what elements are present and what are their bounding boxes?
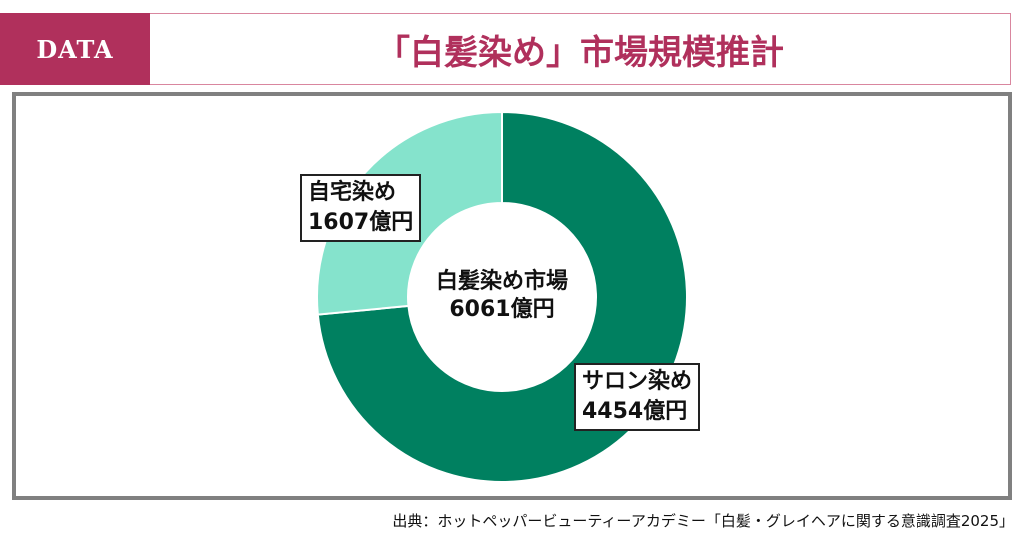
center-label: 白髪染め市場 6061億円 [412, 268, 592, 324]
source-note: 出典：ホットペッパービューティーアカデミー「白髪・グレイヘアに関する意識調査20… [392, 512, 1014, 530]
slice-value: 1607億円 [308, 210, 414, 235]
slice-value: 4454億円 [582, 399, 688, 424]
center-label-value: 6061億円 [449, 297, 555, 322]
page-title: 「白髪染め」市場規模推計 [150, 13, 1011, 85]
slice-name: 自宅染め [308, 180, 397, 205]
label-salon-dye: サロン染め 4454億円 [574, 363, 701, 431]
data-tag: DATA [0, 13, 150, 85]
center-label-title: 白髪染め市場 [435, 269, 568, 294]
label-home-dye: 自宅染め 1607億円 [300, 174, 422, 242]
slice-name: サロン染め [582, 369, 693, 394]
